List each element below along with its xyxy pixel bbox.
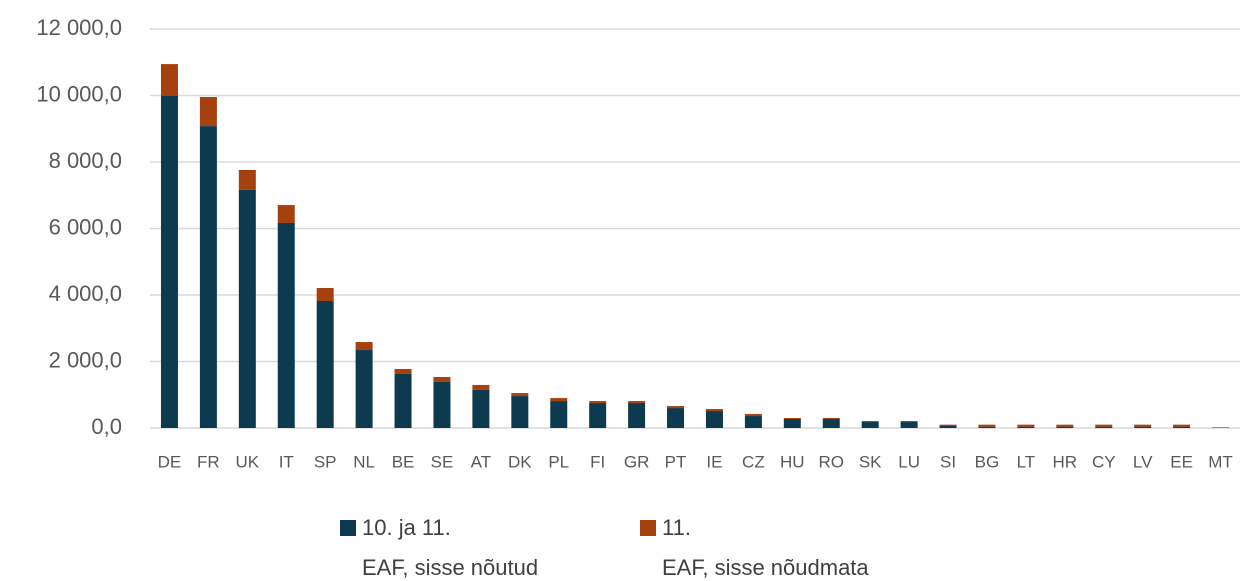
bar-segment	[861, 421, 879, 423]
x-tick-label: LU	[898, 452, 920, 471]
bar-segment	[472, 389, 490, 428]
bar-segment	[667, 408, 685, 428]
bar-segment	[628, 401, 646, 404]
bar-segment	[1134, 426, 1152, 428]
y-tick-label: 12 000,0	[36, 15, 122, 40]
bar-segment	[978, 426, 996, 428]
x-tick-label: IT	[279, 452, 294, 471]
x-tick-label: PT	[665, 452, 687, 471]
bar-segment	[394, 373, 412, 428]
x-tick-label: DE	[158, 452, 182, 471]
bar-segment	[1056, 424, 1074, 427]
x-tick-label: GR	[624, 452, 650, 471]
x-tick-label: PL	[548, 452, 569, 471]
bar-segment	[628, 403, 646, 428]
bar-segment	[511, 393, 529, 397]
x-tick-label: SK	[859, 452, 882, 471]
bar-segment	[822, 419, 840, 428]
bar-segment	[316, 300, 334, 428]
x-tick-label: SI	[940, 452, 956, 471]
y-tick-label: 0,0	[91, 414, 122, 439]
x-tick-label: AT	[471, 452, 491, 471]
x-tick-label: IE	[706, 452, 722, 471]
bar-segment	[550, 401, 568, 428]
y-tick-label: 8 000,0	[49, 148, 122, 173]
bar-segment	[978, 424, 996, 427]
y-tick-label: 4 000,0	[49, 281, 122, 306]
x-tick-label: HU	[780, 452, 805, 471]
bar-segment	[1095, 424, 1113, 427]
y-tick-label: 2 000,0	[49, 347, 122, 372]
x-tick-label: CY	[1092, 452, 1116, 471]
x-tick-label: MT	[1208, 452, 1233, 471]
bar-segment	[238, 169, 256, 190]
bar-segment	[160, 95, 178, 428]
x-tick-label: RO	[819, 452, 845, 471]
x-tick-label: BG	[975, 452, 1000, 471]
chart: 0,0 2 000,0 4 000,0 6 000,0 8 000,0 10 000,0 1…	[36, 15, 1240, 471]
bar-segment	[1095, 426, 1113, 428]
bar-segment	[199, 96, 217, 127]
bar-segment	[394, 368, 412, 374]
x-tick-label: EE	[1170, 452, 1193, 471]
x-tick-label: NL	[353, 452, 375, 471]
legend-item: 10. ja 11. EAF, sisse nõutud	[340, 508, 538, 581]
bar-segment	[744, 414, 762, 417]
x-tick-label: CZ	[742, 452, 765, 471]
x-tick-label: LV	[1133, 452, 1153, 471]
legend-label: 10. ja 11. EAF, sisse nõutud	[362, 515, 539, 580]
bar-segment	[744, 416, 762, 428]
x-tick-label: UK	[236, 452, 260, 471]
bar-segment	[238, 189, 256, 428]
bar-segment	[1017, 426, 1035, 428]
bar-segment	[1173, 426, 1191, 428]
bar-segment	[705, 409, 723, 412]
bar-segment	[550, 398, 568, 402]
x-tick-label: FR	[197, 452, 220, 471]
bar-segment	[667, 406, 685, 409]
bar-segment	[900, 422, 918, 428]
legend-item: 11. EAF, sisse nõudmata	[640, 508, 869, 581]
bar-segment	[705, 411, 723, 428]
bar-segment	[199, 126, 217, 428]
bar-segment	[355, 350, 373, 428]
bar-segment	[277, 205, 295, 224]
x-tick-label: DK	[508, 452, 532, 471]
x-tick-label: FI	[590, 452, 605, 471]
bar-segment	[939, 426, 957, 428]
bar-segment	[822, 418, 840, 420]
bar-segment	[783, 419, 801, 428]
bar-segment	[433, 376, 451, 382]
x-tick-label: SP	[314, 452, 337, 471]
x-tick-label: HR	[1053, 452, 1078, 471]
bar-segment	[277, 223, 295, 428]
bar-segment	[861, 422, 879, 428]
bar-segment	[160, 64, 178, 96]
bar-segment	[939, 424, 957, 427]
bar-segment	[433, 381, 451, 428]
y-tick-label: 6 000,0	[49, 214, 122, 239]
x-tick-label: LT	[1017, 452, 1036, 471]
legend-label: 11. EAF, sisse nõudmata	[662, 515, 869, 580]
bar-segment	[1173, 424, 1191, 427]
bar-segment	[355, 342, 373, 351]
y-tick-label: 10 000,0	[36, 81, 122, 106]
x-tick-label: BE	[392, 452, 415, 471]
bar-segment	[1056, 426, 1074, 428]
bar-segment	[589, 401, 607, 404]
x-tick-label: SE	[431, 452, 454, 471]
bar-segment	[316, 288, 334, 301]
legend-swatch	[640, 520, 656, 536]
bar-segment	[1134, 424, 1152, 427]
bar-segment	[1017, 424, 1035, 427]
legend-swatch	[340, 520, 356, 536]
bar-segment	[900, 421, 918, 423]
bar-segment	[472, 384, 490, 390]
bar-segment	[783, 418, 801, 420]
bar-segment	[589, 403, 607, 428]
bar-segment	[511, 396, 529, 428]
